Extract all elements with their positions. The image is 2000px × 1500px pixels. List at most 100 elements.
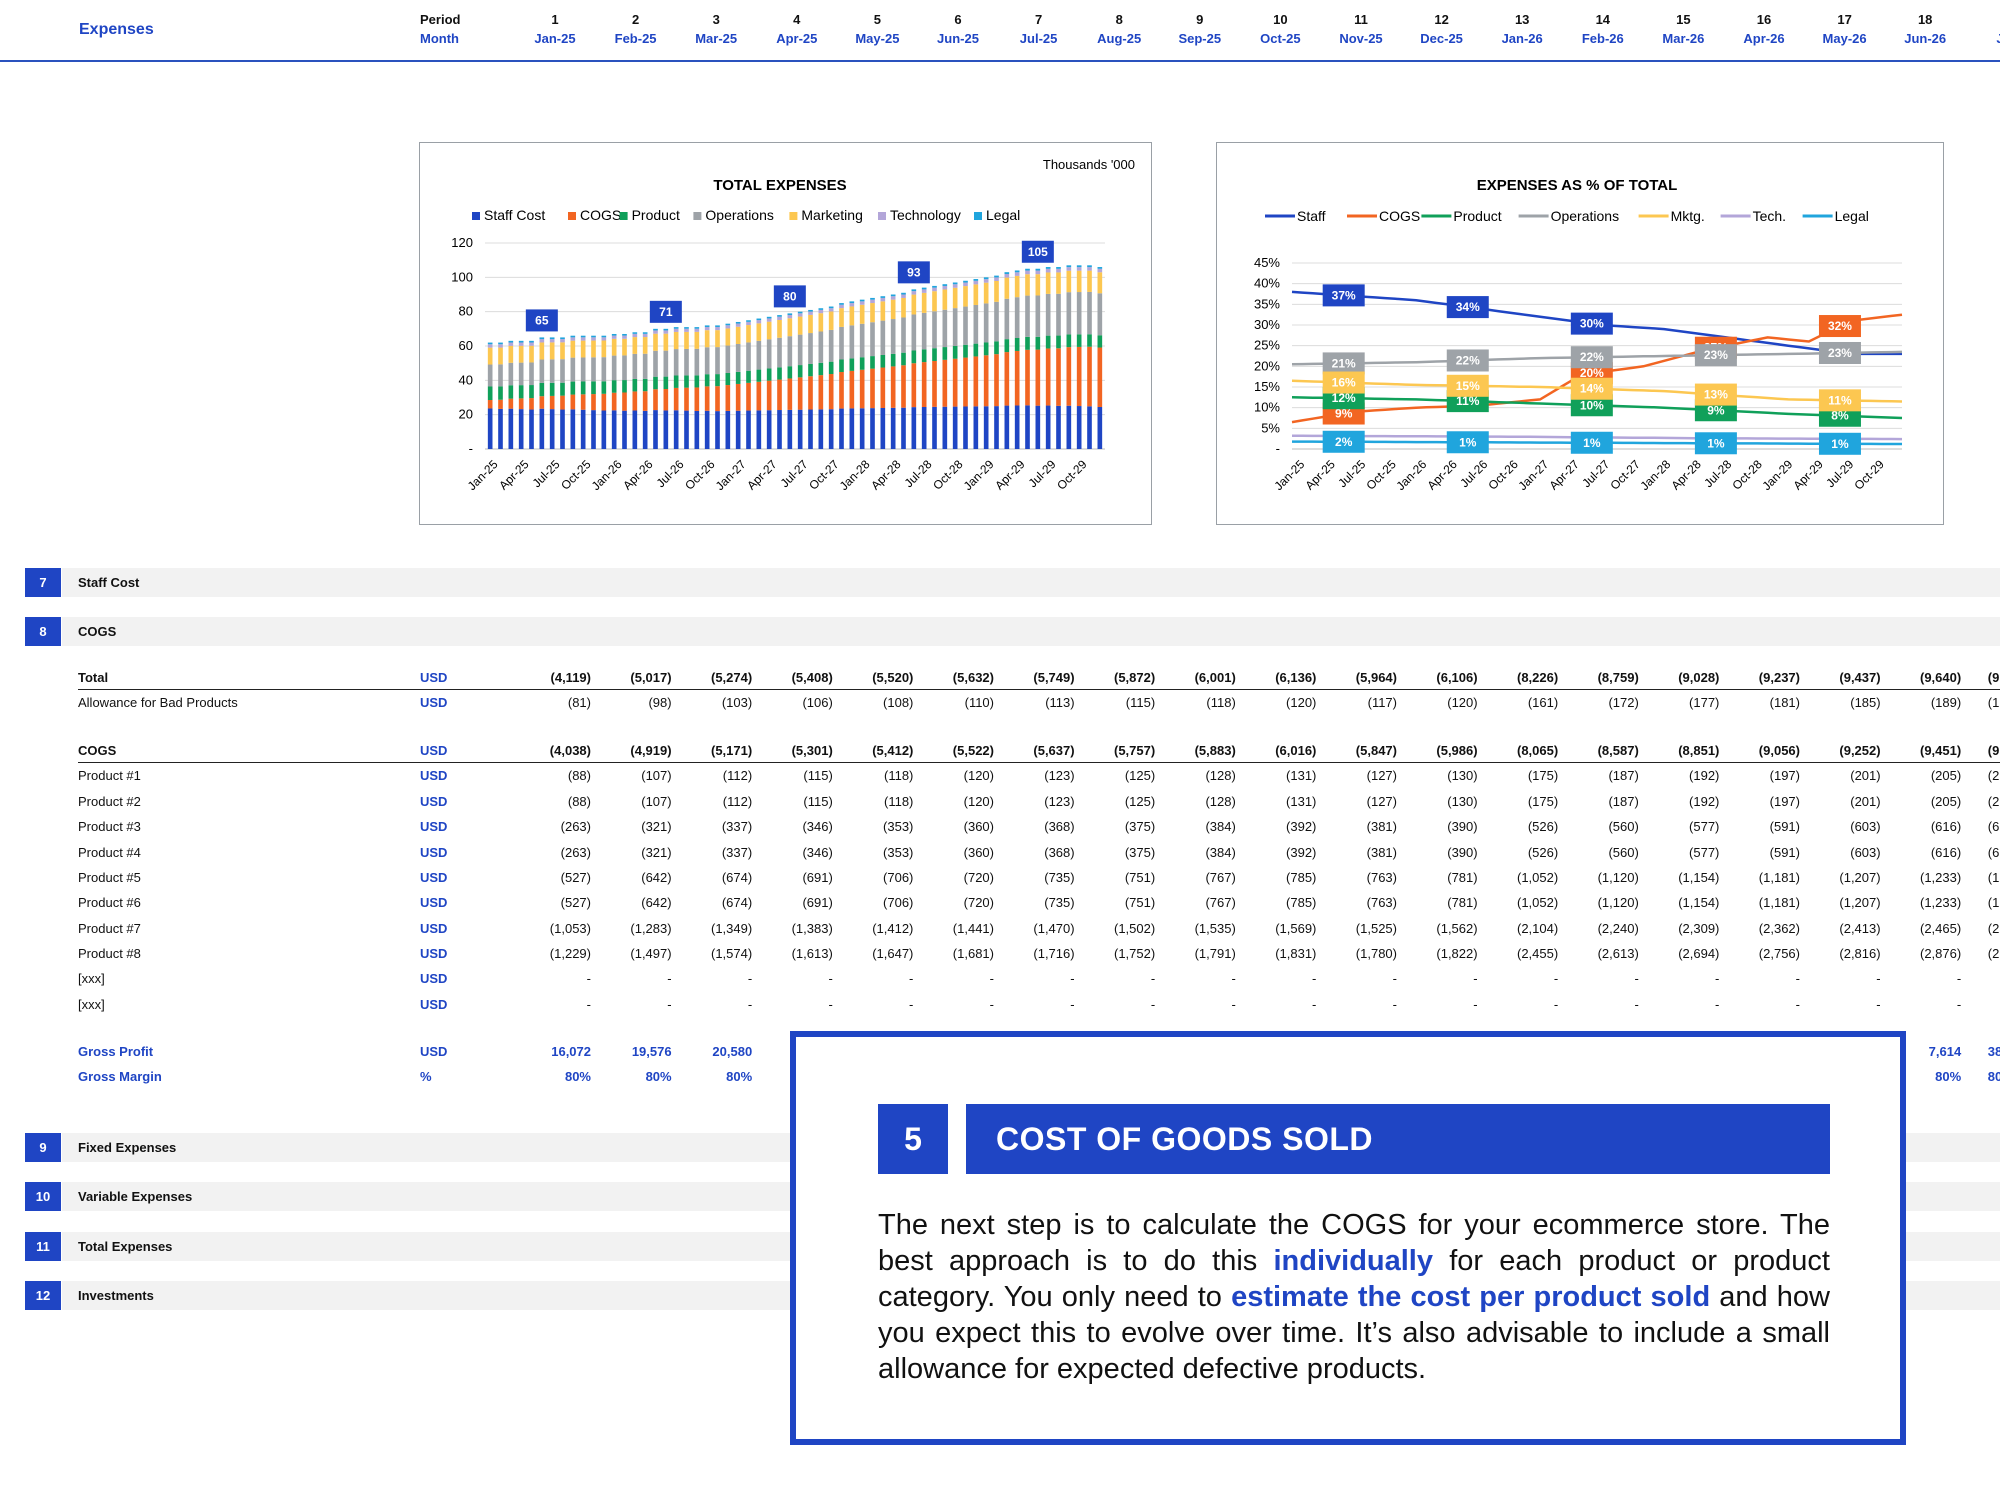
table-cell: (720) bbox=[963, 895, 994, 910]
table-cell: - bbox=[1070, 971, 1075, 986]
x-tick-label: Apr-27 bbox=[1546, 457, 1582, 493]
bar-segment bbox=[766, 339, 772, 369]
table-cell: (6,106) bbox=[1436, 670, 1478, 685]
legend-label: COGS bbox=[580, 207, 621, 223]
bar-segment bbox=[1025, 295, 1030, 337]
row-label: Product #8 bbox=[78, 946, 141, 961]
table-cell: - bbox=[586, 971, 591, 986]
bar-segment bbox=[498, 399, 503, 409]
row-unit: USD bbox=[420, 845, 448, 860]
bar-segment bbox=[539, 339, 545, 343]
chart-title: TOTAL EXPENSES bbox=[713, 177, 846, 194]
bar-segment bbox=[828, 311, 834, 330]
table-cell: (263) bbox=[560, 819, 591, 834]
table-row: Product #6 USD (527) (642) (674) (691) (706) (7… bbox=[0, 892, 2000, 914]
period-month: Jul-25 bbox=[1019, 31, 1058, 46]
bar-segment bbox=[1056, 405, 1061, 449]
table-cell: - bbox=[1473, 971, 1478, 986]
y-tick-label: 20 bbox=[459, 407, 473, 422]
bar-segment bbox=[1035, 349, 1041, 406]
table-cell: (1,283) bbox=[630, 921, 672, 936]
table-cell: (368) bbox=[1044, 819, 1075, 834]
section-row[interactable]: 7 Staff Cost bbox=[0, 568, 2000, 597]
data-label-box bbox=[1021, 240, 1054, 263]
bar-segment bbox=[1076, 292, 1082, 335]
bar-segment bbox=[1045, 293, 1051, 336]
table-cell: (128) bbox=[1205, 794, 1236, 809]
legend-swatch bbox=[619, 212, 628, 220]
data-label: 9% bbox=[1707, 403, 1725, 417]
bar-segment bbox=[673, 387, 679, 411]
data-label-box bbox=[1818, 315, 1861, 338]
bar-segment bbox=[932, 311, 937, 349]
bar-segment bbox=[611, 410, 617, 449]
table-cell: - bbox=[1392, 971, 1397, 986]
table-cell: (321) bbox=[641, 845, 672, 860]
period-month: Oct-25 bbox=[1260, 31, 1301, 46]
bar-segment bbox=[1087, 346, 1092, 407]
table-cell: (1,181) bbox=[1758, 870, 1800, 885]
table-cell: (9,028) bbox=[1678, 670, 1720, 685]
table-cell: (674) bbox=[721, 895, 753, 910]
table-cell: (1,525) bbox=[1355, 921, 1397, 936]
bar-segment bbox=[601, 335, 607, 338]
table-cell: 16,072 bbox=[551, 1044, 591, 1059]
table-cell: - bbox=[1070, 997, 1075, 1012]
legend-label: Technology bbox=[890, 207, 961, 223]
table-cell: 80% bbox=[726, 1069, 753, 1084]
bar-segment bbox=[1004, 298, 1010, 340]
bar-segment bbox=[932, 406, 937, 449]
table-cell: (103) bbox=[721, 695, 753, 710]
data-label-box bbox=[897, 261, 930, 284]
bar-segment bbox=[870, 297, 875, 300]
row-unit: USD bbox=[420, 895, 448, 910]
bar-segment bbox=[560, 337, 565, 340]
table-cell: (346) bbox=[802, 845, 833, 860]
bar-segment bbox=[952, 406, 958, 449]
bar-segment bbox=[611, 335, 617, 339]
table-cell: (1,207) bbox=[1839, 895, 1881, 910]
bar-segment bbox=[859, 357, 865, 370]
bar-segment bbox=[508, 398, 514, 409]
bar-segment bbox=[560, 409, 565, 449]
bar-segment bbox=[973, 284, 979, 305]
bar-segment bbox=[994, 341, 999, 355]
bar-segment bbox=[983, 277, 989, 280]
table-cell: (321) bbox=[641, 819, 672, 834]
table-cell: (6,016) bbox=[1275, 743, 1317, 758]
data-label-box bbox=[1694, 344, 1737, 367]
bar-segment bbox=[704, 330, 710, 348]
bar-segment bbox=[663, 333, 669, 351]
bar-segment bbox=[766, 318, 772, 322]
bar-segment bbox=[653, 330, 658, 334]
bar-segment bbox=[591, 410, 596, 449]
row-unit: USD bbox=[420, 743, 448, 758]
bar-segment bbox=[1076, 267, 1082, 271]
legend-label: Legal bbox=[986, 207, 1020, 223]
bar-segment bbox=[818, 313, 824, 332]
data-label: 1% bbox=[1831, 437, 1849, 451]
x-tick-label: Oct-26 bbox=[682, 457, 718, 493]
bar-segment bbox=[828, 361, 834, 375]
bar-segment bbox=[653, 376, 658, 390]
period-number: 17 bbox=[1837, 12, 1852, 27]
table-cell: (187) bbox=[1608, 794, 1639, 809]
table-cell: - bbox=[1231, 997, 1236, 1012]
section-label: Variable Expenses bbox=[78, 1189, 193, 1204]
data-label-box bbox=[1570, 394, 1613, 417]
table-cell: (1,470) bbox=[1033, 921, 1075, 936]
bar-segment bbox=[694, 327, 700, 329]
table-cell: (1,574) bbox=[710, 946, 753, 961]
bar-segment bbox=[952, 358, 958, 407]
bar-segment bbox=[983, 342, 989, 356]
callout-number: 5 bbox=[878, 1104, 948, 1174]
table-cell: (2,876) bbox=[1919, 946, 1962, 961]
section-row[interactable]: 8 COGS bbox=[0, 617, 2000, 646]
bar-segment bbox=[704, 374, 710, 387]
bar-segment bbox=[591, 340, 596, 358]
table-cell: (1,569) bbox=[1275, 921, 1317, 936]
table-cell: (735) bbox=[1044, 870, 1075, 885]
sheet-title: Expenses bbox=[79, 21, 154, 38]
table-cell: - bbox=[1795, 997, 1800, 1012]
data-label: 11% bbox=[1456, 394, 1480, 408]
